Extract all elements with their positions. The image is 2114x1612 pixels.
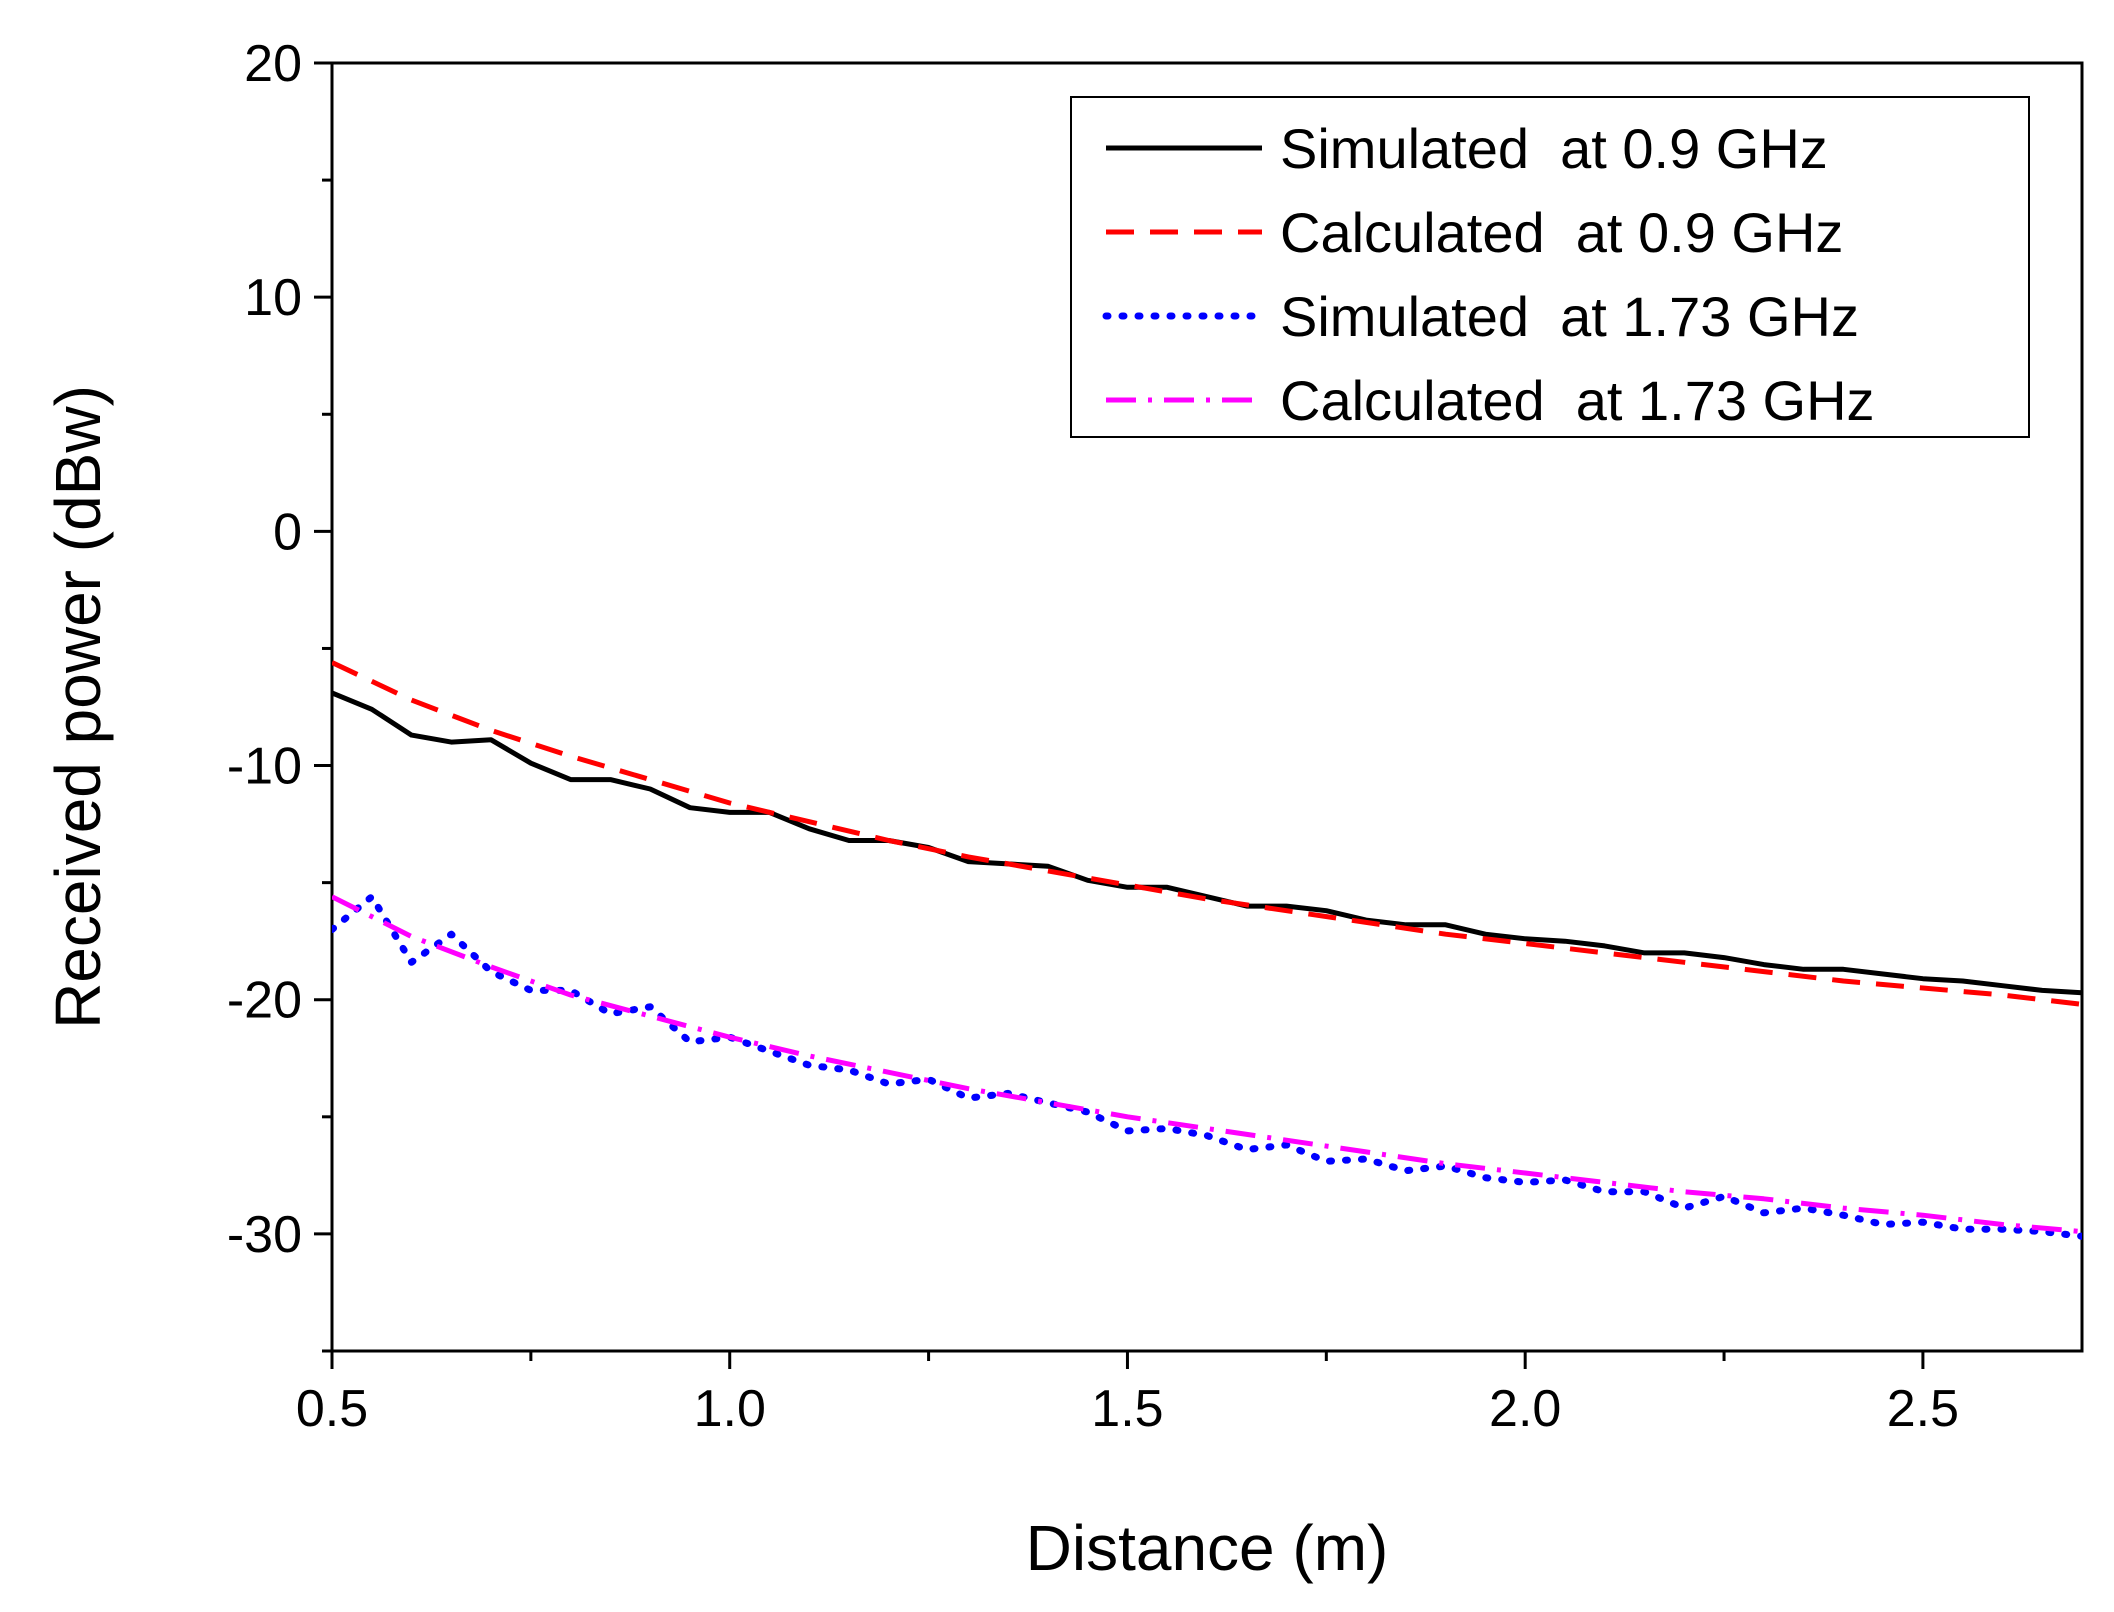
x-axis-title: Distance (m) (1026, 1512, 1389, 1584)
x-tick-label: 2.0 (1489, 1380, 1561, 1438)
y-axis-title: Received power (dBw) (42, 385, 114, 1029)
axis-tick-labels: 0.5 1.0 1.5 2.0 2.5 -30 -20 -10 0 10 20 (227, 35, 1959, 1438)
x-tick-label: 1.0 (694, 1380, 766, 1438)
series-layer (332, 660, 2082, 1240)
legend-box (1070, 96, 2030, 438)
y-tick-label: 20 (244, 35, 302, 93)
legend-label-2: Calculated at 0.9 GHz (1280, 201, 1843, 264)
legend-label-3: Simulated at 1.73 GHz (1280, 285, 1859, 348)
x-tick-label: 2.5 (1887, 1380, 1959, 1438)
legend-label-4: Calculated at 1.73 GHz (1280, 369, 1875, 432)
y-tick-label: 10 (244, 269, 302, 327)
series-line-4 (332, 894, 2082, 1235)
x-tick-label: 1.5 (1091, 1380, 1163, 1438)
plot-frame (330, 61, 2084, 1353)
legend: Simulated at 0.9 GHz Calculated at 0.9 GH… (1070, 96, 2030, 438)
series-line-3 (332, 893, 2082, 1240)
legend-label-1: Simulated at 0.9 GHz (1280, 117, 1828, 180)
y-tick-label: -20 (227, 972, 302, 1030)
y-tick-label: -10 (227, 738, 302, 796)
series-line-1 (332, 690, 2082, 996)
axis-ticks (314, 61, 1925, 1369)
y-tick-label: 0 (273, 503, 302, 561)
x-tick-label: 0.5 (296, 1380, 368, 1438)
y-tick-label: -30 (227, 1206, 302, 1264)
series-line-2 (332, 660, 2082, 1007)
